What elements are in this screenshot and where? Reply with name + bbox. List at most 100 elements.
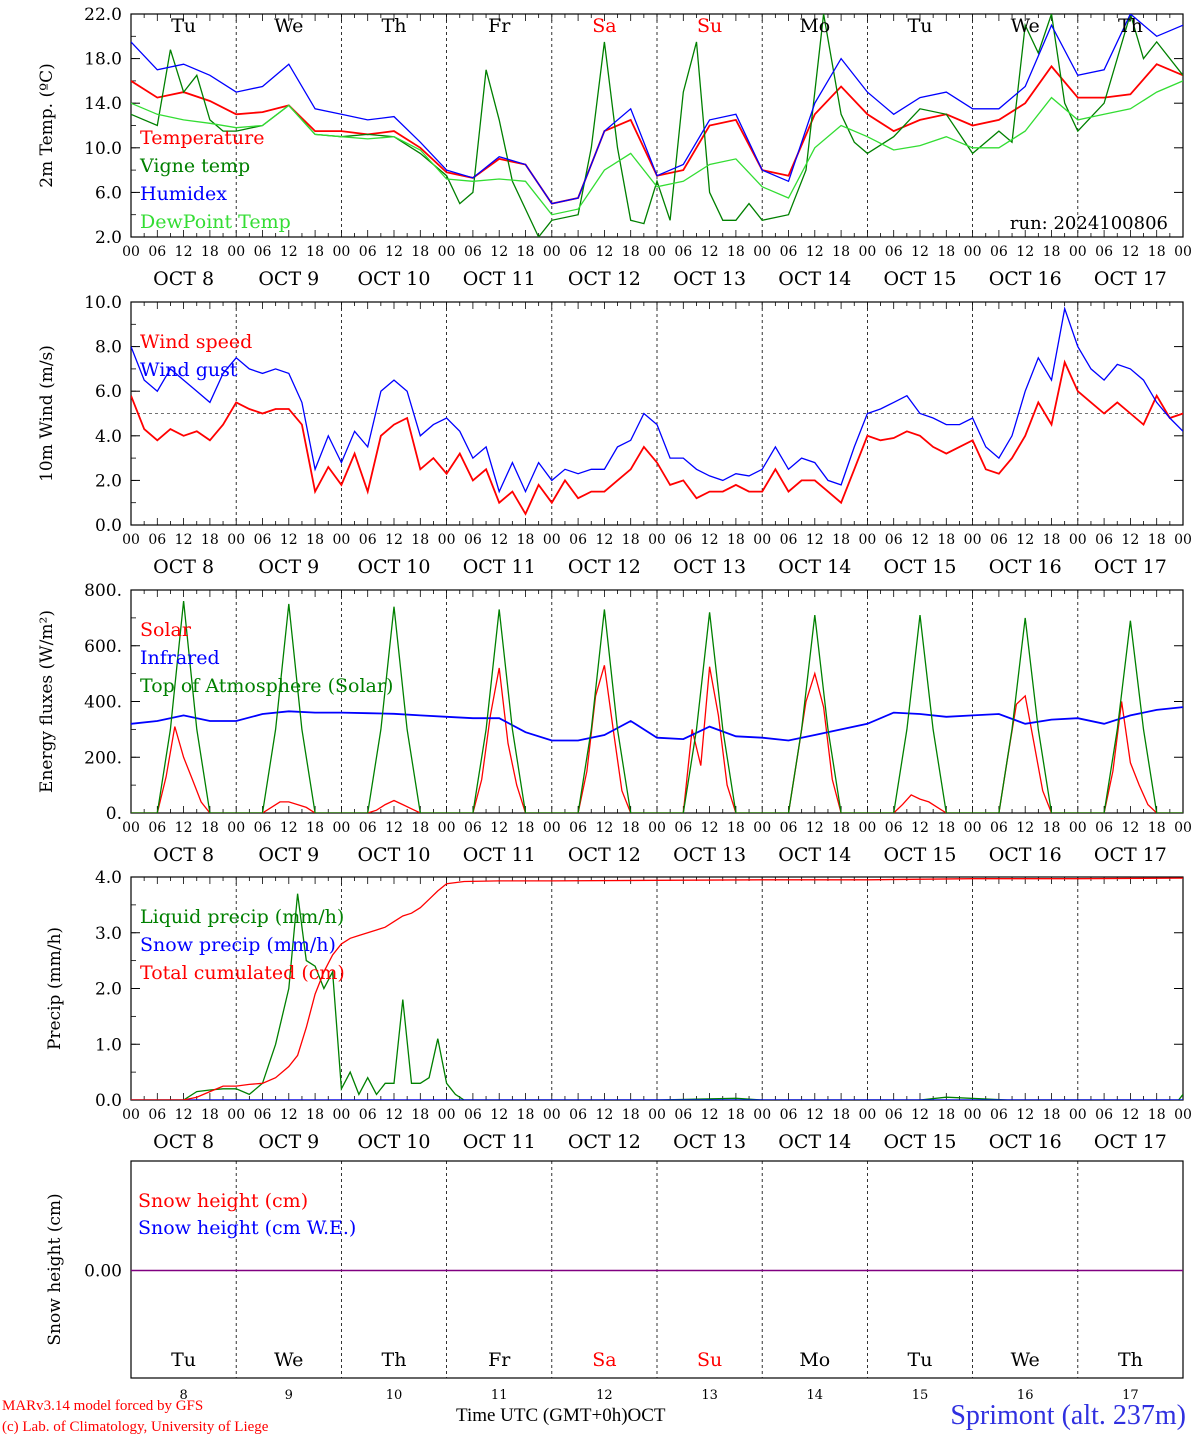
hour-tick-label: 12 [911,820,929,836]
hour-tick-label: 18 [622,1107,640,1123]
hour-tick-label: 18 [1148,820,1166,836]
hour-tick-label: 12 [806,1107,824,1123]
hour-tick-label: 18 [411,1107,429,1123]
y-tick-label: 600. [84,637,122,657]
weekday-label: We [1011,1349,1040,1371]
plot-frame-1 [130,13,1184,238]
hour-tick-label: 00 [964,820,982,836]
hour-tick-label: 12 [595,244,613,260]
weekday-label: Th [382,1349,407,1371]
series-line-infrared [131,706,1183,742]
hour-tick-label: 18 [727,820,745,836]
hour-tick-label: 18 [201,532,219,548]
hour-tick-label: 12 [175,1107,193,1123]
hour-tick-label: 06 [148,244,166,260]
day-number-label: 9 [285,1388,293,1403]
date-label: OCT 10 [357,844,430,866]
hour-tick-label: 18 [727,244,745,260]
day-number-label: 15 [912,1388,929,1403]
hour-tick-label: 12 [1121,244,1139,260]
date-label: OCT 15 [883,1131,956,1153]
hour-tick-label: 06 [148,1107,166,1123]
hour-tick-label: 00 [122,532,140,548]
hour-tick-label: 06 [464,244,482,260]
hour-tick-label: 12 [595,532,613,548]
y-tick-label: 800. [84,581,122,601]
date-label: OCT 8 [153,268,214,290]
hour-tick-label: 06 [359,1107,377,1123]
weekday-label: We [274,1349,303,1371]
date-label: OCT 13 [673,268,746,290]
y-tick-label: 6.0 [95,382,122,402]
hour-tick-label: 18 [727,532,745,548]
hour-tick-label: 06 [254,1107,272,1123]
date-label: OCT 10 [357,268,430,290]
date-label: OCT 8 [153,844,214,866]
hour-tick-label: 18 [411,532,429,548]
date-label: OCT 11 [463,268,536,290]
legend-entry: Humidex [140,183,227,205]
hour-tick-label: 00 [438,532,456,548]
date-label: OCT 16 [989,556,1062,578]
hour-tick-label: 12 [911,1107,929,1123]
hour-tick-label: 18 [517,244,535,260]
date-label: OCT 8 [153,1131,214,1153]
hour-tick-label: 18 [1148,244,1166,260]
hour-tick-label: 18 [1148,532,1166,548]
date-label: OCT 16 [989,1131,1062,1153]
day-number-label: 12 [596,1388,613,1403]
date-label: OCT 16 [989,844,1062,866]
hour-tick-label: 18 [201,1107,219,1123]
hour-tick-label: 18 [937,244,955,260]
date-label: OCT 15 [883,844,956,866]
y-tick-label: 400. [84,693,122,713]
hour-tick-label: 00 [1174,820,1192,836]
y-axis-label: Energy fluxes (W/m²) [37,610,57,793]
hour-tick-label: 12 [595,1107,613,1123]
hour-tick-label: 00 [1069,532,1087,548]
hour-tick-label: 18 [517,820,535,836]
date-label: OCT 8 [153,556,214,578]
hour-tick-label: 12 [1016,1107,1034,1123]
hour-tick-label: 00 [543,1107,561,1123]
hour-tick-label: 18 [832,244,850,260]
hour-tick-label: 18 [411,820,429,836]
date-label: OCT 12 [568,1131,641,1153]
weekday-label: Mo [799,1349,830,1371]
date-label: OCT 15 [883,268,956,290]
y-tick-label: 0.0 [95,516,122,536]
hour-tick-label: 12 [490,820,508,836]
hour-tick-label: 12 [385,244,403,260]
hour-tick-label: 12 [385,532,403,548]
hour-tick-label: 18 [937,532,955,548]
day-number-label: 16 [1017,1388,1034,1403]
hour-tick-label: 00 [648,1107,666,1123]
series-line-liquid-precip-mm-h- [131,893,1183,1100]
hour-tick-label: 12 [490,532,508,548]
day-number-label: 13 [701,1388,718,1403]
hour-tick-label: 00 [964,1107,982,1123]
hour-tick-label: 00 [227,532,245,548]
weekday-label: Th [382,15,407,37]
hour-tick-label: 06 [885,532,903,548]
weekday-label: Mo [799,15,830,37]
date-label: OCT 15 [883,556,956,578]
hour-tick-label: 18 [411,244,429,260]
hour-tick-label: 12 [280,1107,298,1123]
hour-tick-label: 18 [832,532,850,548]
hour-tick-label: 06 [990,244,1008,260]
hour-tick-label: 00 [753,244,771,260]
hour-tick-label: 12 [385,820,403,836]
day-number-label: 10 [386,1388,403,1403]
weekday-label: Tu [908,1349,933,1371]
hour-tick-label: 06 [1095,1107,1113,1123]
hour-tick-label: 00 [227,1107,245,1123]
hour-tick-label: 00 [543,820,561,836]
hour-tick-label: 18 [832,820,850,836]
hour-tick-label: 06 [569,820,587,836]
legend-entry: Wind speed [140,331,252,353]
hour-tick-label: 06 [1095,244,1113,260]
date-label: OCT 11 [463,556,536,578]
date-label: OCT 14 [778,268,851,290]
hour-tick-label: 12 [490,244,508,260]
